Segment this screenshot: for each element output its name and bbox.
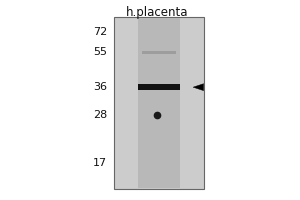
Text: 36: 36 xyxy=(93,82,107,92)
Text: h.placenta: h.placenta xyxy=(126,6,189,19)
Bar xyxy=(114,17,203,189)
Polygon shape xyxy=(193,84,204,91)
Bar xyxy=(138,84,180,90)
Bar xyxy=(138,18,180,188)
Text: 55: 55 xyxy=(93,47,107,57)
Text: 72: 72 xyxy=(93,27,107,37)
Text: 17: 17 xyxy=(93,158,107,168)
Bar xyxy=(142,51,176,54)
Text: 28: 28 xyxy=(93,110,107,120)
